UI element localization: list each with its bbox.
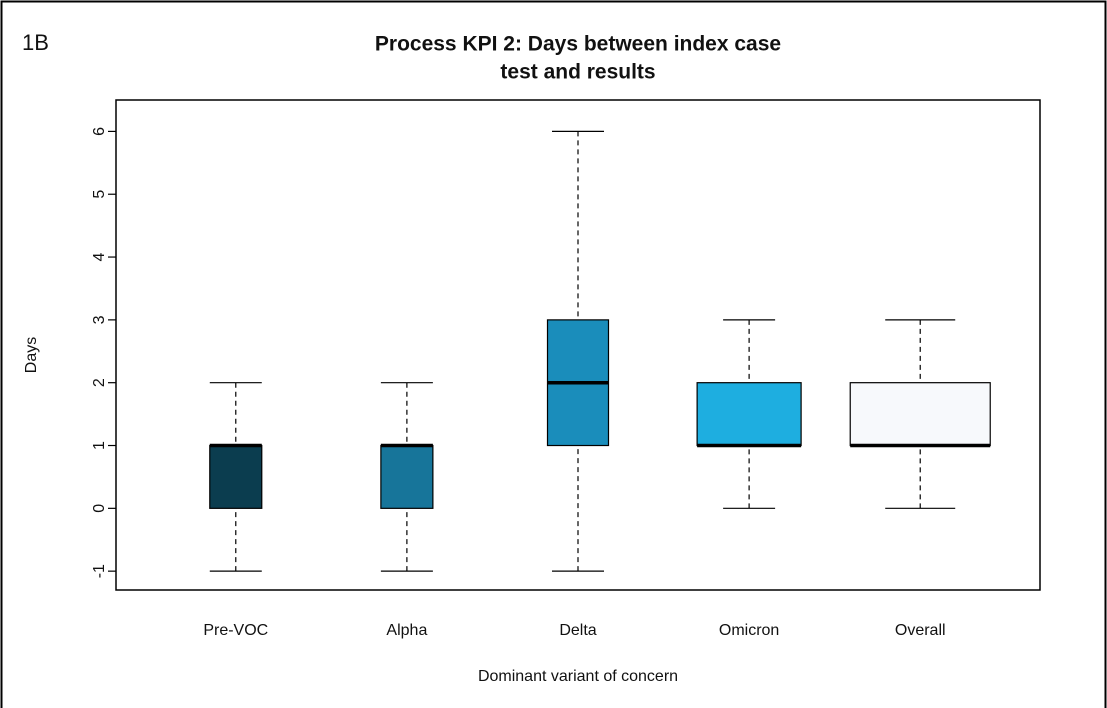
y-tick-label: 3	[91, 315, 108, 324]
y-axis-label: Days	[23, 337, 40, 373]
y-tick-label: -1	[91, 564, 108, 578]
x-tick-label: Overall	[895, 622, 946, 639]
y-tick-label: 2	[91, 378, 108, 387]
x-tick-label: Delta	[559, 622, 596, 639]
x-tick-label: Omicron	[719, 622, 779, 639]
x-tick-label: Pre-VOC	[203, 622, 268, 639]
y-tick-label: 0	[91, 504, 108, 513]
x-tick-label: Alpha	[386, 622, 427, 639]
box	[209, 444, 263, 509]
chart-title: Process KPI 2: Days between index case	[375, 33, 781, 56]
y-tick-label: 1	[91, 441, 108, 450]
box	[696, 382, 802, 447]
box	[849, 382, 991, 447]
y-tick-label: 4	[91, 253, 108, 262]
y-tick-label: 5	[91, 190, 108, 199]
plot-frame	[115, 99, 1041, 591]
chart-title: test and results	[500, 61, 655, 84]
panel-label: 1B	[22, 30, 49, 55]
box	[380, 444, 434, 509]
y-tick-label: 6	[91, 127, 108, 136]
x-axis-label: Dominant variant of concern	[478, 668, 678, 685]
